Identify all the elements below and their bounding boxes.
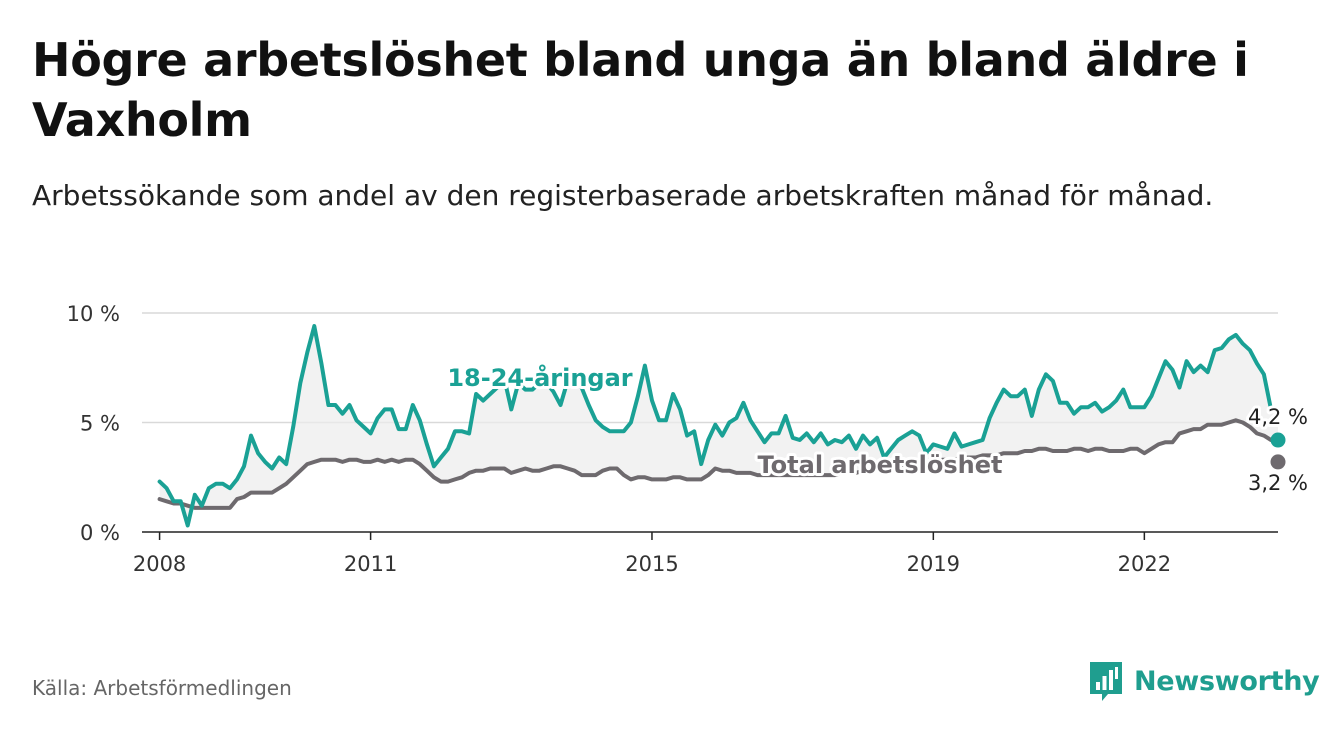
band-layer [159, 326, 1278, 526]
newsworthy-logo-icon [1090, 662, 1122, 701]
brand-logo[interactable]: Newsworthy [1088, 660, 1320, 702]
x-tick-label: 2022 [1118, 552, 1171, 576]
label-layer: 18-24-åringar Total arbetslöshet 4,2 % 3,2 … [444, 360, 1311, 498]
x-tick-label: 2015 [625, 552, 678, 576]
series-line-youth [157, 324, 1280, 528]
series-label-total: Total arbetslöshet [757, 451, 1002, 479]
chart-title: Högre arbetslöshet bland unga än bland ä… [32, 33, 1249, 147]
series-label-youth: 18-24-åringar [447, 363, 632, 392]
chart-subtitle: Arbetssökande som andel av den registerb… [32, 179, 1214, 212]
y-tick-label: 0 % [80, 521, 120, 545]
source-note: Källa: Arbetsförmedlingen [32, 676, 292, 700]
gap-band [159, 326, 1278, 526]
line-layer [157, 324, 1286, 528]
end-point-total [1270, 454, 1286, 470]
x-tick-label: 2008 [133, 552, 186, 576]
end-label-total: 3,2 % [1248, 471, 1308, 495]
end-label-youth: 4,2 % [1248, 405, 1308, 429]
x-tick-label: 2019 [907, 552, 960, 576]
x-tick-label: 2011 [344, 552, 397, 576]
y-tick-label: 5 % [80, 412, 120, 436]
brand-name: Newsworthy [1134, 665, 1320, 697]
end-point-youth [1270, 432, 1286, 448]
y-tick-label: 10 % [67, 302, 120, 326]
series-line-total [157, 418, 1280, 510]
